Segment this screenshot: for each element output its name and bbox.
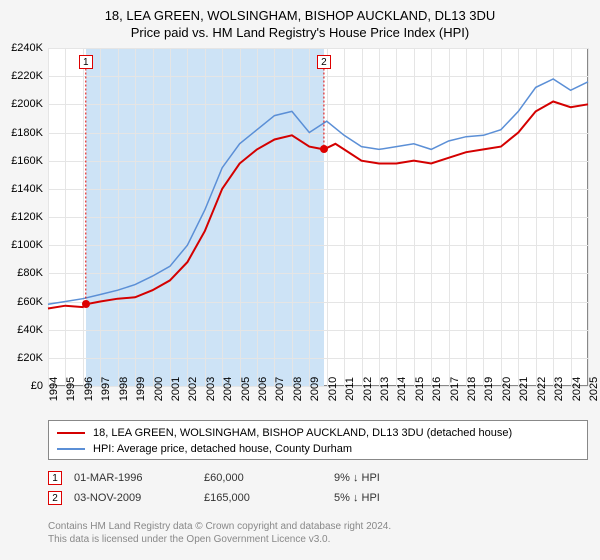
x-tick-label: 2007 bbox=[274, 377, 286, 401]
title-block: 18, LEA GREEN, WOLSINGHAM, BISHOP AUCKLA… bbox=[0, 0, 600, 42]
x-tick-label: 2023 bbox=[553, 377, 565, 401]
event-marker-1: 1 bbox=[48, 471, 62, 485]
title-line-1: 18, LEA GREEN, WOLSINGHAM, BISHOP AUCKLA… bbox=[0, 8, 600, 25]
x-tick-label: 2018 bbox=[466, 377, 478, 401]
series-price_paid bbox=[48, 102, 588, 309]
event-delta-1: 9% ↓ HPI bbox=[334, 472, 464, 484]
x-tick-label: 2006 bbox=[257, 377, 269, 401]
event-row-2: 2 03-NOV-2009 £165,000 5% ↓ HPI bbox=[48, 488, 588, 508]
y-tick-label: £0 bbox=[31, 380, 43, 392]
legend-item-2: HPI: Average price, detached house, Coun… bbox=[57, 441, 579, 457]
x-tick-label: 1997 bbox=[100, 377, 112, 401]
x-tick-label: 2024 bbox=[571, 377, 583, 401]
x-tick-label: 2012 bbox=[362, 377, 374, 401]
y-tick-label: £180K bbox=[11, 127, 43, 139]
y-tick-label: £60K bbox=[17, 296, 43, 308]
event-price-1: £60,000 bbox=[204, 472, 334, 484]
x-tick-label: 1996 bbox=[83, 377, 95, 401]
event-marker-2: 2 bbox=[48, 491, 62, 505]
event-date-1: 01-MAR-1996 bbox=[74, 472, 204, 484]
legend-swatch-1 bbox=[57, 432, 85, 434]
gridline-v bbox=[588, 48, 589, 386]
marker-dot bbox=[82, 300, 90, 308]
legend-label-1: 18, LEA GREEN, WOLSINGHAM, BISHOP AUCKLA… bbox=[93, 427, 512, 439]
legend-label-2: HPI: Average price, detached house, Coun… bbox=[93, 443, 352, 455]
x-tick-label: 2004 bbox=[222, 377, 234, 401]
x-tick-label: 2021 bbox=[518, 377, 530, 401]
x-tick-label: 2014 bbox=[396, 377, 408, 401]
chart-lines bbox=[48, 48, 588, 386]
y-tick-label: £220K bbox=[11, 70, 43, 82]
x-tick-label: 2000 bbox=[153, 377, 165, 401]
x-tick-label: 2001 bbox=[170, 377, 182, 401]
y-tick-label: £140K bbox=[11, 183, 43, 195]
x-tick-label: 2022 bbox=[536, 377, 548, 401]
legend-swatch-2 bbox=[57, 448, 85, 450]
event-row-1: 1 01-MAR-1996 £60,000 9% ↓ HPI bbox=[48, 468, 588, 488]
footer-line-1: Contains HM Land Registry data © Crown c… bbox=[48, 520, 588, 533]
y-tick-label: £120K bbox=[11, 211, 43, 223]
y-tick-label: £80K bbox=[17, 267, 43, 279]
y-tick-label: £200K bbox=[11, 98, 43, 110]
event-price-2: £165,000 bbox=[204, 492, 334, 504]
y-tick-label: £100K bbox=[11, 239, 43, 251]
x-tick-label: 2002 bbox=[187, 377, 199, 401]
x-tick-label: 1995 bbox=[65, 377, 77, 401]
events-table: 1 01-MAR-1996 £60,000 9% ↓ HPI 2 03-NOV-… bbox=[48, 468, 588, 508]
y-tick-label: £40K bbox=[17, 324, 43, 336]
x-tick-label: 2005 bbox=[240, 377, 252, 401]
event-delta-2: 5% ↓ HPI bbox=[334, 492, 464, 504]
marker-dot bbox=[320, 145, 328, 153]
y-tick-label: £240K bbox=[11, 42, 43, 54]
series-hpi bbox=[48, 79, 588, 304]
x-tick-label: 2008 bbox=[292, 377, 304, 401]
legend: 18, LEA GREEN, WOLSINGHAM, BISHOP AUCKLA… bbox=[48, 420, 588, 460]
x-tick-label: 2010 bbox=[327, 377, 339, 401]
y-tick-label: £160K bbox=[11, 155, 43, 167]
x-tick-label: 2019 bbox=[483, 377, 495, 401]
marker-box-2: 2 bbox=[317, 55, 331, 69]
x-tick-label: 2003 bbox=[205, 377, 217, 401]
x-tick-label: 2020 bbox=[501, 377, 513, 401]
x-tick-label: 1998 bbox=[118, 377, 130, 401]
x-tick-label: 1999 bbox=[135, 377, 147, 401]
y-tick-label: £20K bbox=[17, 352, 43, 364]
chart-area: 12 £0£20K£40K£60K£80K£100K£120K£140K£160… bbox=[48, 48, 588, 386]
x-tick-label: 2009 bbox=[309, 377, 321, 401]
footer: Contains HM Land Registry data © Crown c… bbox=[48, 520, 588, 546]
chart-container: 18, LEA GREEN, WOLSINGHAM, BISHOP AUCKLA… bbox=[0, 0, 600, 560]
event-date-2: 03-NOV-2009 bbox=[74, 492, 204, 504]
marker-box-1: 1 bbox=[79, 55, 93, 69]
x-tick-label: 1994 bbox=[48, 377, 60, 401]
x-tick-label: 2016 bbox=[431, 377, 443, 401]
title-line-2: Price paid vs. HM Land Registry's House … bbox=[0, 25, 600, 42]
x-tick-label: 2017 bbox=[449, 377, 461, 401]
footer-line-2: This data is licensed under the Open Gov… bbox=[48, 533, 588, 546]
x-tick-label: 2025 bbox=[588, 377, 600, 401]
x-tick-label: 2013 bbox=[379, 377, 391, 401]
legend-item-1: 18, LEA GREEN, WOLSINGHAM, BISHOP AUCKLA… bbox=[57, 425, 579, 441]
x-tick-label: 2015 bbox=[414, 377, 426, 401]
x-tick-label: 2011 bbox=[344, 377, 356, 401]
